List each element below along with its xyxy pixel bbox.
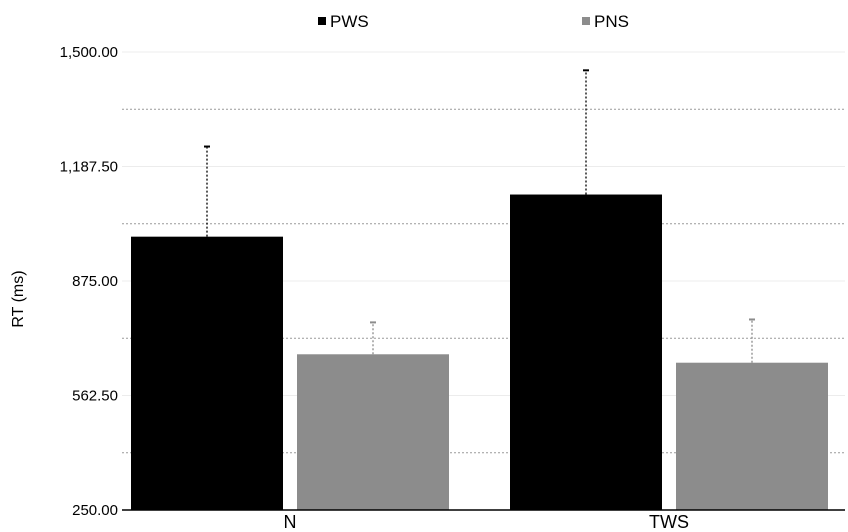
bars	[131, 194, 828, 511]
legend-swatch-pws	[318, 17, 326, 25]
y-tick-label: 562.50	[72, 388, 118, 405]
legend-label-pws: PWS	[330, 12, 369, 31]
bar-pws-n	[131, 236, 283, 511]
y-tick-label: 250.00	[72, 502, 118, 519]
error-bars	[204, 69, 755, 363]
y-tick-label: 875.00	[72, 273, 118, 290]
bar-pns-n	[297, 354, 449, 510]
bar-pws-tws	[510, 194, 662, 510]
x-tick-label: N	[284, 512, 297, 532]
x-axis-labels: N TWS	[284, 512, 690, 532]
legend-swatch-pns	[582, 17, 590, 25]
y-tick-label: 1,187.50	[60, 159, 118, 176]
legend-label-pns: PNS	[594, 12, 629, 31]
y-axis-ticks: 250.00 562.50 875.00 1,187.50 1,500.00	[60, 44, 118, 519]
y-axis-title: RT (ms)	[10, 270, 27, 327]
bar-pns-tws	[676, 362, 828, 510]
legend: PWS PNS	[318, 12, 629, 31]
x-tick-label: TWS	[649, 512, 689, 532]
gridlines	[122, 51, 845, 454]
y-tick-label: 1,500.00	[60, 44, 118, 61]
